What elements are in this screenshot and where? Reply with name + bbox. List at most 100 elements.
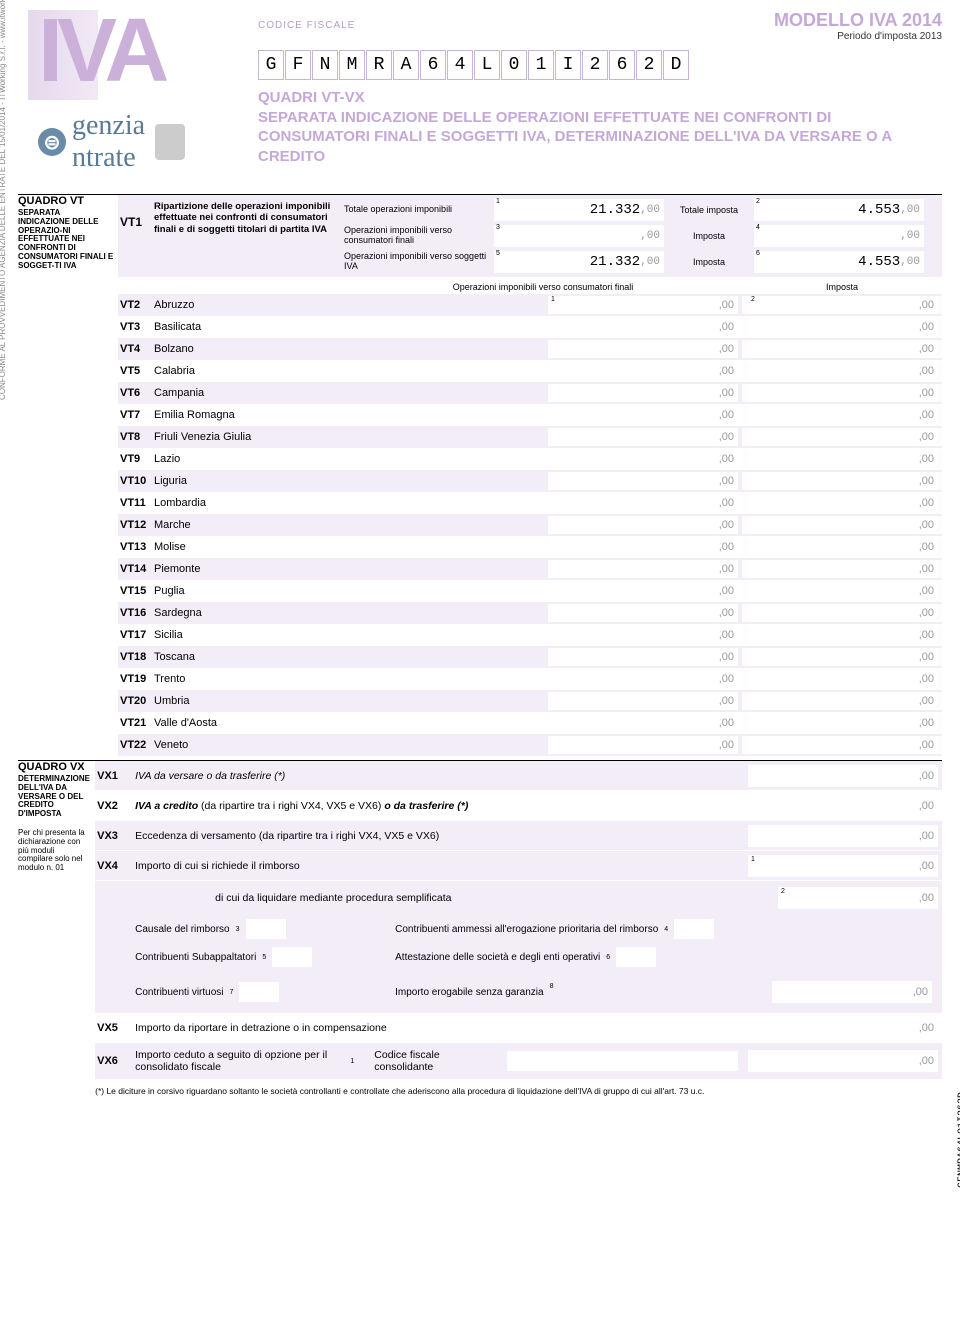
- region-row: VT15 Puglia ,00 ,00: [118, 580, 942, 602]
- region-val1[interactable]: ,00: [548, 450, 738, 468]
- region-val1[interactable]: ,00: [548, 516, 738, 534]
- region-val1[interactable]: ,00: [548, 318, 738, 336]
- region-val1[interactable]: ,00: [548, 604, 738, 622]
- vx1-code: VX1: [95, 770, 131, 782]
- quadro-vt-subtitle: SEPARATA INDICAZIONE DELLE OPERAZIO-NI E…: [18, 209, 114, 271]
- region-val2[interactable]: ,00: [748, 384, 938, 402]
- region-val1[interactable]: ,00: [548, 538, 738, 556]
- region-val2[interactable]: ,00: [748, 626, 938, 644]
- region-val2[interactable]: ,00: [748, 538, 938, 556]
- vx4-val8[interactable]: ,00: [772, 981, 932, 1003]
- region-val2[interactable]: ,00: [748, 582, 938, 600]
- region-val1[interactable]: ,00: [548, 340, 738, 358]
- region-code: VT12: [118, 519, 154, 531]
- vt1-r2-lab2: Imposta: [664, 231, 754, 241]
- region-row: VT22 Veneto ,00 ,00: [118, 734, 942, 756]
- vt1-r3-val[interactable]: 521.332,00: [494, 251, 664, 273]
- region-val1[interactable]: ,00: [548, 736, 738, 754]
- region-val1[interactable]: ,00: [548, 648, 738, 666]
- vx4-contrib-amm: Contribuenti ammessi all'erogazione prio…: [395, 924, 658, 935]
- region-val1[interactable]: ,00: [548, 406, 738, 424]
- region-val2[interactable]: ,00: [748, 516, 938, 534]
- vx6-cf-box[interactable]: [507, 1051, 738, 1071]
- region-name: Toscana: [154, 651, 344, 663]
- vx4-box7[interactable]: [239, 982, 279, 1002]
- region-code: VT13: [118, 541, 154, 553]
- vx1-val[interactable]: ,00: [748, 765, 938, 787]
- region-val1[interactable]: ,00: [548, 714, 738, 732]
- region-name: Marche: [154, 519, 344, 531]
- region-code: VT11: [118, 497, 154, 509]
- region-val1[interactable]: ,00: [548, 384, 738, 402]
- vt1-r1-val[interactable]: 121.332,00: [494, 199, 664, 221]
- cf-char: D: [663, 50, 689, 80]
- region-code: VT16: [118, 607, 154, 619]
- iva-logo: IVA: [38, 0, 163, 103]
- vx6-val[interactable]: ,00: [748, 1050, 938, 1072]
- region-val1[interactable]: ,00: [548, 582, 738, 600]
- vt1-r2-val[interactable]: 3,00: [494, 225, 664, 247]
- region-val1[interactable]: ,00: [548, 560, 738, 578]
- region-val2[interactable]: ,00: [748, 450, 938, 468]
- vx3-desc: Eccedenza di versamento (da ripartire tr…: [131, 824, 742, 848]
- region-code: VT19: [118, 673, 154, 685]
- cf-char: 1: [528, 50, 554, 80]
- region-row: VT9 Lazio ,00 ,00: [118, 448, 942, 470]
- cf-char: 2: [636, 50, 662, 80]
- region-val1[interactable]: ,00: [548, 626, 738, 644]
- vx5-val[interactable]: ,00: [748, 1017, 938, 1039]
- region-name: Valle d'Aosta: [154, 717, 344, 729]
- region-val2[interactable]: ,00: [748, 604, 938, 622]
- region-val2[interactable]: ,00: [748, 714, 938, 732]
- vx4-box4[interactable]: [674, 919, 714, 939]
- region-val1[interactable]: ,00: [548, 670, 738, 688]
- region-val2[interactable]: ,00: [748, 340, 938, 358]
- vx4-sub1: di cui da liquidare mediante procedura s…: [95, 892, 682, 904]
- region-val1[interactable]: 1,00: [548, 296, 738, 314]
- region-val2[interactable]: ,00: [748, 318, 938, 336]
- vx4-val2[interactable]: 2,00: [778, 887, 938, 909]
- region-head-col2: Imposta: [742, 282, 942, 292]
- vt1-r3-val2[interactable]: 64.553,00: [754, 251, 924, 273]
- vt1-r3-label: Operazioni imponibili verso soggetti IVA: [344, 252, 494, 272]
- region-name: Trento: [154, 673, 344, 685]
- vx2-code: VX2: [95, 800, 131, 812]
- region-val2[interactable]: ,00: [748, 494, 938, 512]
- region-val1[interactable]: ,00: [548, 362, 738, 380]
- region-val1[interactable]: ,00: [548, 472, 738, 490]
- vt1-r2-val2[interactable]: 4,00: [754, 225, 924, 247]
- region-val2[interactable]: ,00: [748, 670, 938, 688]
- region-val2[interactable]: ,00: [748, 648, 938, 666]
- vx3-val[interactable]: ,00: [748, 825, 938, 847]
- vx4-box5[interactable]: [272, 947, 312, 967]
- vx2-val[interactable]: ,00: [748, 795, 938, 817]
- quadri-title: QUADRI VT-VX SEPARATA INDICAZIONE DELLE …: [258, 88, 942, 166]
- vx5-code: VX5: [95, 1022, 131, 1034]
- quadro-vt-title: QUADRO VT: [18, 195, 114, 207]
- region-val2[interactable]: 2,00: [748, 296, 938, 314]
- vx4-attest: Attestazione delle società e degli enti …: [395, 952, 600, 963]
- vx4-box3[interactable]: [246, 919, 286, 939]
- vx4-box6[interactable]: [616, 947, 656, 967]
- region-val2[interactable]: ,00: [748, 472, 938, 490]
- vx4-importo-erog: Importo erogabile senza garanzia: [395, 987, 543, 998]
- vx4-val1[interactable]: 1,00: [748, 855, 938, 877]
- region-code: VT22: [118, 739, 154, 751]
- region-val2[interactable]: ,00: [748, 428, 938, 446]
- region-val2[interactable]: ,00: [748, 560, 938, 578]
- vx1-desc: IVA da versare o da trasferire (*): [131, 764, 742, 788]
- region-val2[interactable]: ,00: [748, 406, 938, 424]
- region-code: VT4: [118, 343, 154, 355]
- region-code: VT2: [118, 299, 154, 311]
- cf-char: N: [312, 50, 338, 80]
- region-row: VT6 Campania ,00 ,00: [118, 382, 942, 404]
- region-val1[interactable]: ,00: [548, 692, 738, 710]
- region-val1[interactable]: ,00: [548, 428, 738, 446]
- region-val1[interactable]: ,00: [548, 494, 738, 512]
- region-val2[interactable]: ,00: [748, 736, 938, 754]
- vx4-subapp: Contribuenti Subappaltatori: [135, 952, 256, 963]
- region-val2[interactable]: ,00: [748, 362, 938, 380]
- modello-title: MODELLO IVA 2014: [774, 10, 942, 31]
- region-val2[interactable]: ,00: [748, 692, 938, 710]
- vt1-r1-val2[interactable]: 24.553,00: [754, 199, 924, 221]
